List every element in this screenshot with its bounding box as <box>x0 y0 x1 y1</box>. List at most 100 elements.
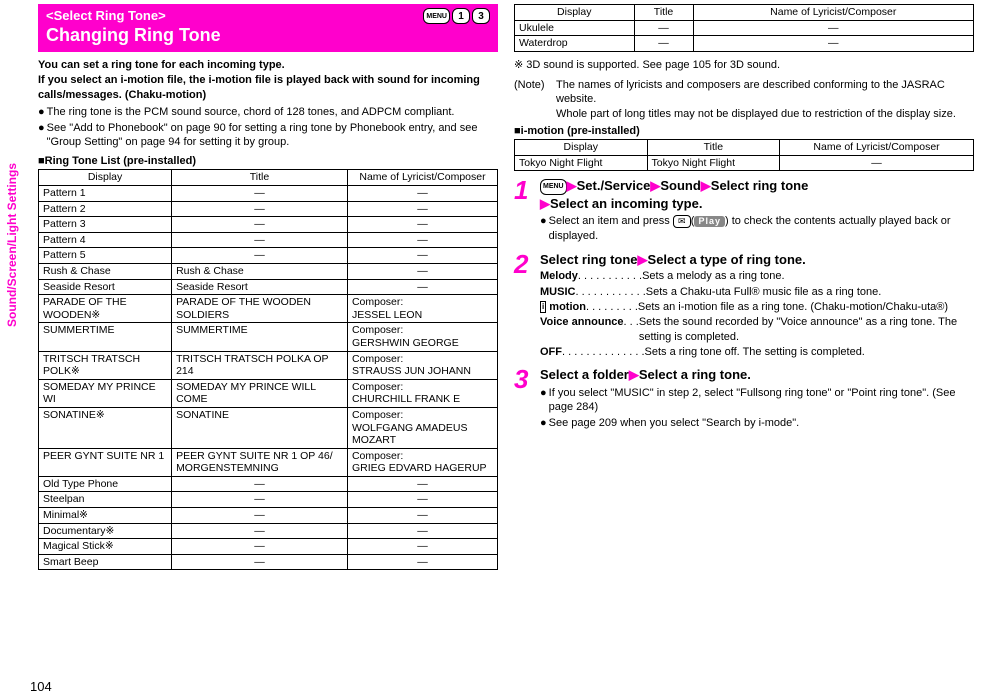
step-main-text: Select ring tone▶Select a type of ring t… <box>540 251 974 269</box>
right-column: Display Title Name of Lyricist/Composer Uk… <box>506 4 982 570</box>
table-cell: Magical Stick※ <box>39 539 172 555</box>
table-cell: — <box>347 263 497 279</box>
table-cell: — <box>172 476 348 492</box>
table-row: Rush & ChaseRush & Chase— <box>39 263 498 279</box>
table-cell: Composer: JESSEL LEON <box>347 295 497 323</box>
table-cell: — <box>172 554 348 570</box>
step-body: MENU▶Set./Service▶Sound▶Select ring tone… <box>540 177 974 245</box>
table-cell: SOMEDAY MY PRINCE WILL COME <box>172 379 348 407</box>
arrow-icon: ▶ <box>540 196 550 211</box>
definition-text: Sets the sound recorded by "Voice announ… <box>639 315 974 344</box>
step-bullet: See page 209 when you select "Search by … <box>540 416 974 430</box>
table-cell: Waterdrop <box>515 36 635 52</box>
table-row: Pattern 1—— <box>39 186 498 202</box>
section-header: <Select Ring Tone> Changing Ring Tone ME… <box>38 4 498 52</box>
table-cell: Tokyo Night Flight <box>515 155 648 171</box>
table-cell: — <box>347 201 497 217</box>
definition-text: Sets a melody as a ring tone. <box>642 269 784 283</box>
table-cell: PARADE OF THE WOODEN SOLDIERS <box>172 295 348 323</box>
table-cell: — <box>347 476 497 492</box>
table-cell: — <box>634 36 693 52</box>
table-row: Ukulele—— <box>515 20 974 36</box>
table-cell: Composer: WOLFGANG AMADEUS MOZART <box>347 407 497 448</box>
left-column: <Select Ring Tone> Changing Ring Tone ME… <box>30 4 506 570</box>
definition-label: MUSIC <box>540 285 575 299</box>
ringtone-list-heading: ■Ring Tone List (pre-installed) <box>38 155 498 167</box>
table-header-cell: Name of Lyricist/Composer <box>780 139 974 155</box>
step-main-text: MENU▶Set./Service▶Sound▶Select ring tone… <box>540 177 974 212</box>
table-cell: PARADE OF THE WOODEN※ <box>39 295 172 323</box>
arrow-icon: ▶ <box>701 178 711 193</box>
imotion-icon: i <box>540 301 546 313</box>
table-cell: Pattern 1 <box>39 186 172 202</box>
table-row: SUMMERTIMESUMMERTIMEComposer: GERSHWIN G… <box>39 323 498 351</box>
table-cell: SOMEDAY MY PRINCE WI <box>39 379 172 407</box>
definition-row: Melody . . . . . . . . . . . Sets a melo… <box>540 269 974 283</box>
header-keys: MENU 1 3 <box>423 8 490 24</box>
definition-text: Sets an i-motion file as a ring tone. (C… <box>638 300 948 314</box>
table-header-cell: Title <box>172 170 348 186</box>
table-cell: Rush & Chase <box>39 263 172 279</box>
ringtone-table: DisplayTitleName of Lyricist/Composer Pa… <box>38 169 498 570</box>
table-cell: PEER GYNT SUITE NR 1 <box>39 448 172 476</box>
table-cell: Pattern 3 <box>39 217 172 233</box>
definition-label: Melody <box>540 269 578 283</box>
table-header-cell: Title <box>634 5 693 21</box>
arrow-icon: ▶ <box>638 252 648 267</box>
table-row: Pattern 5—— <box>39 248 498 264</box>
table-cell: — <box>172 492 348 508</box>
ringtone-table-continued: DisplayTitleName of Lyricist/Composer Uk… <box>514 4 974 52</box>
table-row: Smart Beep—— <box>39 554 498 570</box>
table-cell: — <box>172 248 348 264</box>
instruction-step: 3Select a folder▶Select a ring tone.If y… <box>514 366 974 432</box>
table-cell: TRITSCH TRATSCH POLKA OP 214 <box>172 351 348 379</box>
instruction-step: 2Select ring tone▶Select a type of ring … <box>514 251 974 360</box>
table-cell: SUMMERTIME <box>39 323 172 351</box>
arrow-icon: ▶ <box>567 178 577 193</box>
definition-text: Sets a ring tone off. The setting is com… <box>645 345 865 359</box>
table-row: Old Type Phone—— <box>39 476 498 492</box>
table-cell: — <box>693 36 973 52</box>
table-row: Magical Stick※—— <box>39 539 498 555</box>
step-bullet: If you select "MUSIC" in step 2, select … <box>540 386 974 415</box>
table-row: TRITSCH TRATSCH POLK※TRITSCH TRATSCH POL… <box>39 351 498 379</box>
table-row: Steelpan—— <box>39 492 498 508</box>
table-cell: Tokyo Night Flight <box>647 155 780 171</box>
table-cell: PEER GYNT SUITE NR 1 OP 46/ MORGENSTEMNI… <box>172 448 348 476</box>
table-cell: — <box>347 492 497 508</box>
table-cell: — <box>347 186 497 202</box>
page-number: 104 <box>30 679 52 694</box>
table-cell: — <box>172 186 348 202</box>
step-number: 3 <box>514 366 536 392</box>
definition-label: i motion <box>540 300 586 314</box>
table-cell: — <box>172 539 348 555</box>
menu-key-icon: MENU <box>423 8 450 24</box>
table-row: Waterdrop—— <box>515 36 974 52</box>
table-row: Pattern 4—— <box>39 232 498 248</box>
table-header-cell: Display <box>515 139 648 155</box>
instruction-step: 1MENU▶Set./Service▶Sound▶Select ring ton… <box>514 177 974 245</box>
table-cell: — <box>347 217 497 233</box>
table-cell: — <box>172 523 348 539</box>
table-cell: Ukulele <box>515 20 635 36</box>
table-row: Pattern 3—— <box>39 217 498 233</box>
definition-row: i motion . . . . . . . . . Sets an i-mot… <box>540 300 974 314</box>
table-cell: — <box>172 201 348 217</box>
table-cell: Seaside Resort <box>172 279 348 295</box>
table-row: Documentary※—— <box>39 523 498 539</box>
table-row: SONATINE※SONATINEComposer: WOLFGANG AMAD… <box>39 407 498 448</box>
definition-label: Voice announce <box>540 315 624 344</box>
table-cell: Documentary※ <box>39 523 172 539</box>
intro-text: You can set a ring tone for each incomin… <box>38 58 498 149</box>
table-cell: — <box>780 155 974 171</box>
table-cell: Steelpan <box>39 492 172 508</box>
imotion-heading: ■i-motion (pre-installed) <box>514 125 974 137</box>
imotion-table: DisplayTitleName of Lyricist/Composer To… <box>514 139 974 171</box>
header-subtitle: <Select Ring Tone> <box>46 8 221 23</box>
table-cell: SUMMERTIME <box>172 323 348 351</box>
mail-key-icon: ✉ <box>673 215 691 228</box>
table-cell: — <box>634 20 693 36</box>
table-cell: Pattern 4 <box>39 232 172 248</box>
definition-label: OFF <box>540 345 562 359</box>
table-row: Seaside ResortSeaside Resort— <box>39 279 498 295</box>
